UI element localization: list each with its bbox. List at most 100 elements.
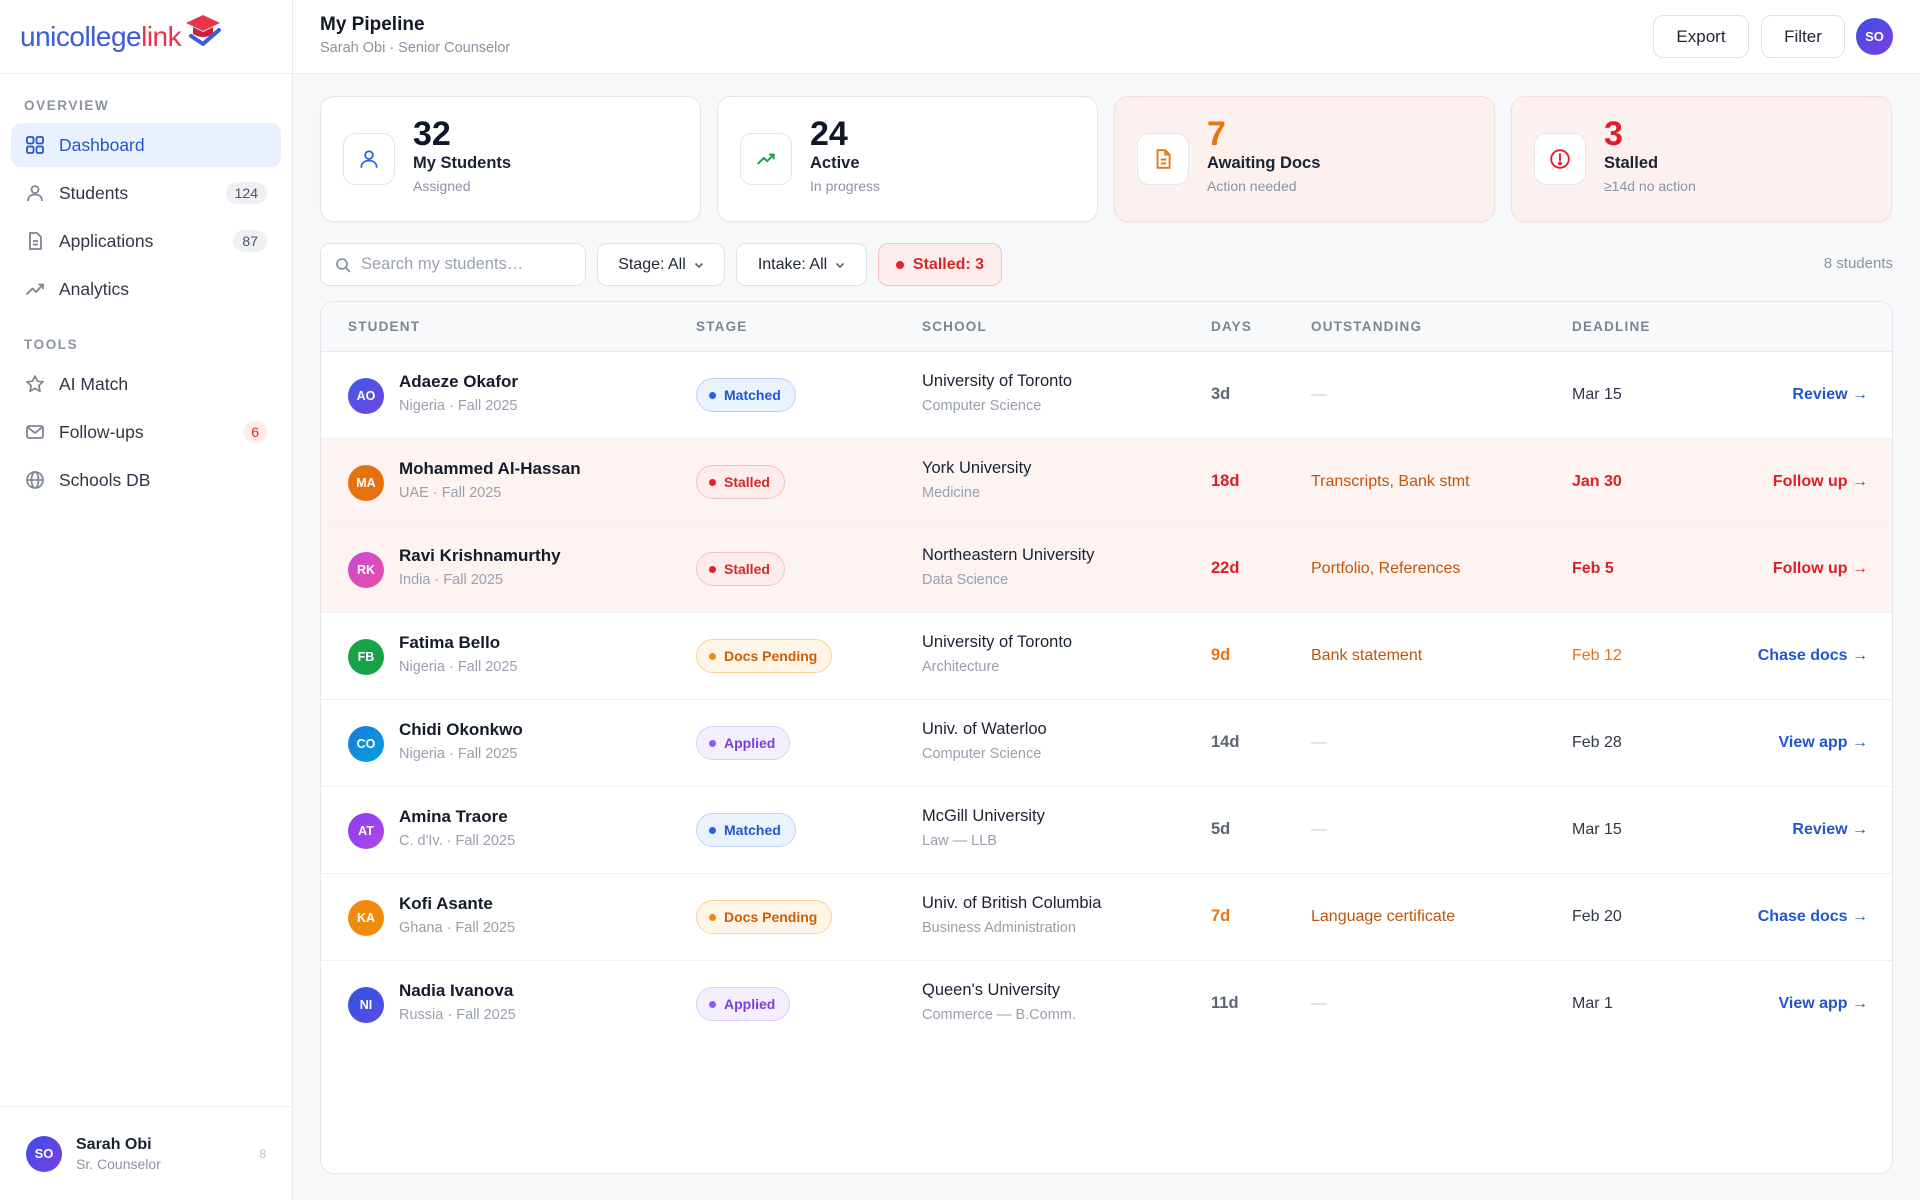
nav-section-overview: OVERVIEW [24,98,110,113]
student-name[interactable]: Ravi Krishnamurthy [399,546,561,565]
table-row[interactable]: KA Kofi Asante Ghana · Fall 2025 Docs Pe… [321,874,1892,961]
stage-label: Matched [724,822,781,838]
stat-card-stalled[interactable]: 3 Stalled ≥14d no action [1511,96,1892,222]
status-dot [895,260,904,269]
review-link[interactable]: Review → [1792,386,1868,403]
stage-label: Stalled [724,474,770,490]
student-name[interactable]: Mohammed Al-Hassan [399,459,581,478]
avatar: AO [348,378,384,414]
student-meta: Russia · Fall 2025 [399,1007,516,1023]
table-row[interactable]: RK Ravi Krishnamurthy India · Fall 2025 … [321,526,1892,613]
graduation-cap-icon [186,14,222,46]
sidebar-item-label: AI Match [59,373,129,394]
column-header-days[interactable]: DAYS [1211,319,1253,334]
view-app-link[interactable]: View app → [1778,995,1868,1012]
days-value: 5d [1211,820,1231,838]
review-link[interactable]: Review → [1792,821,1868,838]
top-header: My Pipeline Sarah Obi · Senior Counselor… [293,0,1920,74]
school-name: University of Toronto [922,633,1073,651]
sidebar-item-analytics[interactable]: Analytics [11,267,281,311]
chase-docs-link[interactable]: Chase docs → [1757,647,1868,664]
avatar: FB [348,639,384,675]
column-header-outstanding[interactable]: OUTSTANDING [1311,319,1423,334]
days-value: 3d [1211,385,1231,403]
user-profile[interactable]: SO Sarah Obi Sr. Counselor 8 [0,1106,292,1200]
profile-menu-indicator[interactable]: 8 [259,1146,266,1161]
stalled-filter-chip[interactable]: Stalled: 3 [878,243,1002,286]
stage-label: Stalled [724,561,770,577]
days-value: 9d [1211,646,1231,664]
intake-filter-dropdown[interactable]: Intake: All [736,243,867,286]
stat-value: 7 [1207,115,1226,153]
column-header-stage[interactable]: STAGE [696,319,748,334]
sidebar-item-label: Analytics [59,278,130,299]
table-row[interactable]: AO Adaeze Okafor Nigeria · Fall 2025 Mat… [321,352,1892,439]
deadline-value: Jan 30 [1572,473,1622,490]
stat-sublabel: ≥14d no action [1604,178,1696,194]
sidebar-item-dashboard[interactable]: Dashboard [11,123,281,167]
student-name[interactable]: Kofi Asante [399,894,493,913]
search-input[interactable]: Search my students… [320,243,586,286]
table-row[interactable]: MA Mohammed Al-Hassan UAE · Fall 2025 St… [321,439,1892,526]
avatar: RK [348,552,384,588]
table-row[interactable]: FB Fatima Bello Nigeria · Fall 2025 Docs… [321,613,1892,700]
student-name[interactable]: Amina Traore [399,807,508,826]
profile-name: Sarah Obi [76,1135,152,1153]
deadline-value: Feb 28 [1572,734,1622,751]
star-icon [25,374,45,394]
column-header-student[interactable]: STUDENT [348,319,421,334]
outstanding-value: — [1311,386,1327,403]
follow-up-link[interactable]: Follow up → [1772,473,1868,490]
days-value: 14d [1211,733,1240,751]
follow-up-link[interactable]: Follow up → [1772,560,1868,577]
sidebar-item-follow-ups[interactable]: Follow-ups 6 [11,410,281,454]
export-button[interactable]: Export [1653,15,1749,58]
table-row[interactable]: CO Chidi Okonkwo Nigeria · Fall 2025 App… [321,700,1892,787]
globe-icon [25,470,45,490]
student-name[interactable]: Fatima Bello [399,633,501,652]
status-dot [709,391,716,399]
school-name: University of Toronto [922,372,1073,390]
stage-badge: Matched [696,813,796,847]
chase-docs-link[interactable]: Chase docs → [1757,908,1868,925]
column-header-school[interactable]: SCHOOL [922,319,987,334]
stage-badge: Docs Pending [696,639,833,673]
stat-card-active[interactable]: 24 Active In progress [717,96,1098,222]
school-name: Univ. of Waterloo [922,720,1047,738]
stage-badge: Applied [696,726,791,760]
header-avatar[interactable]: SO [1856,18,1893,55]
document-icon [25,231,45,251]
sidebar-item-students[interactable]: Students 124 [11,171,281,215]
follow-ups-count-badge: 6 [243,421,267,443]
stat-sublabel: Action needed [1207,178,1297,194]
table-row[interactable]: AT Amina Traore C. d'Iv. · Fall 2025 Mat… [321,787,1892,874]
student-meta: C. d'Iv. · Fall 2025 [399,833,516,849]
sidebar-item-ai-match[interactable]: AI Match [11,362,281,406]
outstanding-value: — [1311,995,1327,1012]
user-icon [343,133,395,185]
stage-label: Matched [724,387,781,403]
student-name[interactable]: Adaeze Okafor [399,372,519,391]
view-app-link[interactable]: View app → [1778,734,1868,751]
student-name[interactable]: Chidi Okonkwo [399,720,523,739]
sidebar-item-schools-db[interactable]: Schools DB [11,458,281,502]
intake-filter-label: Intake: All [757,255,828,273]
students-count-badge: 124 [225,182,267,204]
program-name: Data Science [922,572,1009,588]
stat-card-my-students[interactable]: 32 My Students Assigned [320,96,701,222]
days-value: 11d [1211,994,1239,1012]
sidebar-item-applications[interactable]: Applications 87 [11,219,281,263]
stage-filter-dropdown[interactable]: Stage: All [597,243,725,286]
school-name: McGill University [922,807,1045,825]
outstanding-value: Portfolio, References [1311,560,1461,577]
stat-card-awaiting-docs[interactable]: 7 Awaiting Docs Action needed [1114,96,1495,222]
school-name: Univ. of British Columbia [922,894,1102,912]
logo[interactable]: unicollegelink [0,0,292,74]
filter-button[interactable]: Filter [1761,15,1845,58]
table-row[interactable]: NI Nadia Ivanova Russia · Fall 2025 Appl… [321,961,1892,1048]
program-name: Business Administration [922,920,1076,936]
avatar: CO [348,726,384,762]
column-header-deadline[interactable]: DEADLINE [1572,319,1651,334]
student-name[interactable]: Nadia Ivanova [399,981,514,1000]
stat-sublabel: In progress [810,178,881,194]
